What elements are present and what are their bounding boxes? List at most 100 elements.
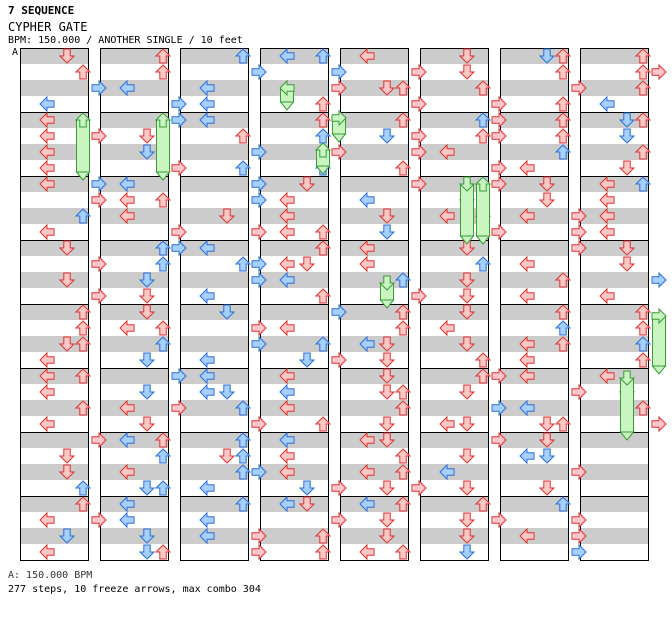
arrow-left-icon: [119, 431, 135, 449]
arrow-up-icon: [474, 80, 492, 96]
measure-column: [500, 48, 569, 561]
arrow-up-icon: [394, 400, 412, 416]
arrow-left-icon: [199, 95, 215, 113]
arrow-down-icon: [218, 384, 236, 400]
arrow-right-icon: [571, 383, 587, 401]
measure-column: [420, 48, 489, 561]
arrow-up-icon: [394, 544, 412, 560]
arrow-down-icon: [298, 496, 316, 512]
arrow-down-icon: [538, 416, 556, 432]
arrow-up-icon: [554, 128, 572, 144]
arrow-left-icon: [599, 175, 615, 193]
arrow-right-icon: [491, 431, 507, 449]
measure-column: [260, 48, 329, 561]
arrow-up-icon: [314, 240, 332, 256]
arrow-down-icon: [458, 48, 476, 64]
arrow-down-icon: [58, 48, 76, 64]
arrow-up-icon: [74, 208, 92, 224]
arrow-right-icon: [171, 239, 187, 257]
arrow-down-icon: [378, 368, 396, 384]
arrow-right-icon: [251, 175, 267, 193]
arrow-left-icon: [359, 191, 375, 209]
arrow-right-icon: [331, 511, 347, 529]
arrow-right-icon: [651, 271, 667, 289]
arrow-right-icon: [331, 479, 347, 497]
arrow-right-icon: [491, 159, 507, 177]
arrow-up-icon: [634, 48, 652, 64]
arrow-up-icon: [394, 160, 412, 176]
arrow-left-icon: [39, 159, 55, 177]
arrow-up-icon: [154, 448, 172, 464]
arrow-left-icon: [39, 95, 55, 113]
arrow-left-icon: [39, 415, 55, 433]
arrow-up-icon: [314, 336, 332, 352]
arrow-left-icon: [279, 399, 295, 417]
arrow-left-icon: [199, 287, 215, 305]
arrow-right-icon: [571, 527, 587, 545]
arrow-down-icon: [618, 128, 636, 144]
arrow-down-icon: [458, 384, 476, 400]
arrow-left-icon: [199, 527, 215, 545]
arrow-up-icon: [154, 544, 172, 560]
arrow-right-icon: [651, 63, 667, 81]
arrow-left-icon: [199, 111, 215, 129]
arrow-down-icon: [298, 176, 316, 192]
arrow-left-icon: [39, 175, 55, 193]
arrow-left-icon: [519, 159, 535, 177]
arrow-up-icon: [234, 48, 252, 64]
arrow-up-icon: [394, 320, 412, 336]
arrow-down-icon: [458, 544, 476, 560]
freeze-arrow-icon: [279, 79, 295, 111]
arrow-up-icon: [474, 352, 492, 368]
arrow-up-icon: [234, 464, 252, 480]
freeze-arrow-icon: [154, 112, 172, 181]
arrow-up-icon: [634, 176, 652, 192]
arrow-down-icon: [378, 224, 396, 240]
arrow-up-icon: [314, 112, 332, 128]
arrow-down-icon: [378, 80, 396, 96]
arrow-up-icon: [234, 160, 252, 176]
arrow-up-icon: [74, 480, 92, 496]
arrow-right-icon: [571, 223, 587, 241]
arrow-right-icon: [251, 335, 267, 353]
arrow-up-icon: [394, 304, 412, 320]
arrow-down-icon: [538, 192, 556, 208]
arrow-up-icon: [154, 64, 172, 80]
freeze-arrow-icon: [378, 275, 396, 309]
arrow-down-icon: [458, 528, 476, 544]
arrow-left-icon: [359, 239, 375, 257]
arrow-left-icon: [39, 543, 55, 561]
arrow-down-icon: [458, 64, 476, 80]
arrow-up-icon: [554, 320, 572, 336]
arrow-down-icon: [298, 480, 316, 496]
arrow-up-icon: [554, 304, 572, 320]
arrow-left-icon: [279, 463, 295, 481]
arrow-left-icon: [39, 127, 55, 145]
arrow-up-icon: [554, 112, 572, 128]
arrow-up-icon: [314, 528, 332, 544]
arrow-up-icon: [234, 432, 252, 448]
arrow-up-icon: [234, 128, 252, 144]
arrow-right-icon: [91, 255, 107, 273]
arrow-left-icon: [39, 223, 55, 241]
arrow-down-icon: [618, 112, 636, 128]
arrow-up-icon: [74, 336, 92, 352]
arrow-left-icon: [439, 207, 455, 225]
arrow-right-icon: [91, 127, 107, 145]
arrow-up-icon: [634, 80, 652, 96]
freeze-arrow-icon: [474, 176, 492, 245]
arrow-right-icon: [91, 431, 107, 449]
arrow-up-icon: [74, 368, 92, 384]
arrow-left-icon: [119, 79, 135, 97]
arrow-down-icon: [138, 352, 156, 368]
arrow-left-icon: [599, 207, 615, 225]
arrow-down-icon: [138, 128, 156, 144]
arrow-left-icon: [279, 319, 295, 337]
arrow-up-icon: [74, 400, 92, 416]
arrow-left-icon: [599, 191, 615, 209]
arrow-up-icon: [154, 192, 172, 208]
arrow-right-icon: [571, 79, 587, 97]
arrow-down-icon: [538, 448, 556, 464]
arrow-right-icon: [331, 303, 347, 321]
arrow-down-icon: [138, 416, 156, 432]
